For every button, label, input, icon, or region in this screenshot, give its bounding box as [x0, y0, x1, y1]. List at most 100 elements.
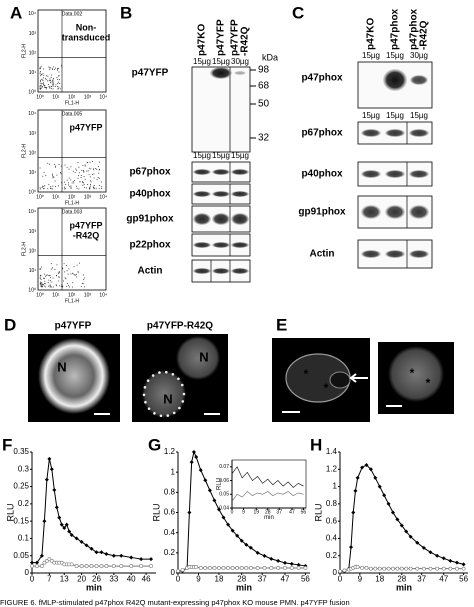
- blot-label: p67phox: [129, 167, 171, 178]
- flow-event: [82, 274, 84, 276]
- point: [289, 566, 294, 570]
- y-tick-label: 1.4: [326, 447, 338, 456]
- flow-event: [82, 184, 84, 186]
- flow-event: [60, 285, 62, 287]
- point: [49, 467, 54, 472]
- flow-event: [60, 172, 62, 174]
- point: [207, 566, 212, 570]
- flow-event: [90, 180, 92, 182]
- flow-event: [48, 163, 50, 165]
- flow-event: [41, 82, 43, 84]
- flow-event: [73, 179, 75, 181]
- flow-event: [61, 86, 63, 88]
- plot-title: Non-: [76, 22, 97, 32]
- point: [226, 522, 231, 527]
- y-tick-label: 0.8: [326, 499, 338, 508]
- series-line: [340, 464, 464, 572]
- y-tick-label: 0.2: [164, 548, 176, 557]
- point: [149, 564, 153, 568]
- point: [386, 501, 391, 506]
- x-tick-label: 19: [253, 509, 259, 515]
- y-tick-label: 0.15: [13, 516, 29, 525]
- flow-event: [93, 177, 95, 179]
- point: [255, 550, 260, 555]
- y-tick-label: 10⁰: [28, 89, 36, 95]
- y-tick-label: 1: [171, 467, 176, 476]
- flow-event: [82, 182, 84, 184]
- point: [52, 488, 57, 493]
- point: [395, 566, 400, 571]
- x-axis-label: FL1-H: [65, 100, 79, 106]
- point: [180, 568, 185, 572]
- y-tick-label: 0.4: [164, 528, 176, 537]
- point: [276, 558, 281, 563]
- flow-event: [59, 88, 61, 90]
- flow-event: [88, 174, 90, 176]
- flow-event: [56, 174, 58, 176]
- point: [368, 566, 373, 571]
- flow-event: [41, 284, 43, 286]
- flow-event: [81, 169, 83, 171]
- band: [210, 67, 232, 79]
- flow-event: [61, 188, 63, 190]
- load-label: 15µg: [193, 57, 211, 66]
- flow-event: [64, 271, 66, 273]
- flow-event: [59, 79, 61, 81]
- flow-event: [45, 86, 47, 88]
- flow-event: [47, 188, 49, 190]
- point: [74, 536, 79, 541]
- flow-event: [50, 187, 52, 189]
- flow-event: [45, 75, 47, 77]
- flow-event: [65, 184, 67, 186]
- flow-event: [49, 87, 51, 89]
- flow-event: [59, 285, 61, 287]
- flow-event: [48, 66, 50, 68]
- flow-event: [51, 79, 53, 81]
- band: [409, 205, 429, 219]
- point: [40, 564, 44, 568]
- point: [139, 557, 144, 562]
- flow-event: [40, 65, 42, 67]
- load-label: 15µg: [193, 151, 211, 160]
- flow-event: [64, 181, 66, 183]
- flow-event: [74, 274, 76, 276]
- flow-event: [51, 74, 53, 76]
- point: [448, 558, 453, 563]
- flow-event: [68, 168, 70, 170]
- asterisk: *: [324, 381, 329, 395]
- flow-event: [93, 168, 95, 170]
- x-tick-label: 10⁴: [99, 94, 107, 100]
- flow-event: [49, 78, 51, 80]
- blot-label: gp91phox: [298, 207, 346, 218]
- flow-event: [62, 280, 64, 282]
- flow-event: [89, 176, 91, 178]
- flow-event: [52, 267, 54, 269]
- load-label: 15µg: [231, 151, 249, 160]
- point: [454, 560, 459, 565]
- x-axis-label: min: [264, 515, 274, 521]
- flow-event: [83, 170, 85, 172]
- point: [217, 566, 221, 570]
- y-tick-label: 10¹: [29, 170, 37, 176]
- flow-event: [49, 67, 51, 69]
- flow-event: [78, 188, 80, 190]
- flow-event: [80, 175, 82, 177]
- flow-event: [57, 276, 59, 278]
- point: [47, 557, 52, 562]
- point: [283, 566, 287, 570]
- point: [239, 566, 244, 570]
- blot-label: p67phox: [301, 128, 343, 139]
- point: [415, 566, 420, 571]
- y-tick-label: 10⁴: [28, 209, 36, 215]
- caption: FIGURE 6. fMLP-stimulated p47phox R42Q m…: [0, 598, 350, 607]
- band: [212, 213, 230, 225]
- flow-event: [68, 182, 70, 184]
- flow-event: [55, 165, 57, 167]
- point: [303, 566, 308, 570]
- x-tick-label: 28: [265, 509, 271, 515]
- cell: [142, 370, 186, 418]
- band: [212, 191, 230, 197]
- flow-event: [57, 79, 59, 81]
- band: [361, 250, 381, 258]
